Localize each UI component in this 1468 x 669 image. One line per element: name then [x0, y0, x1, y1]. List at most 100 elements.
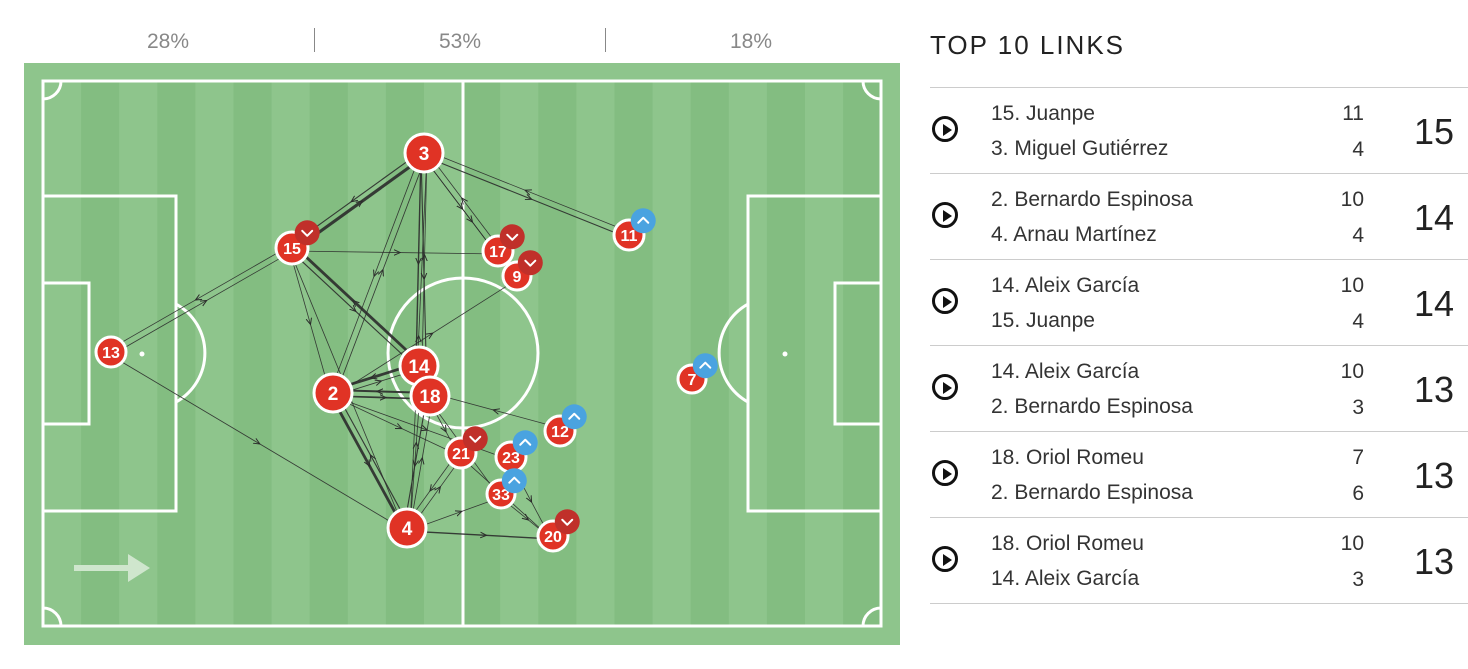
- link-count-from: 10: [1340, 274, 1364, 297]
- link-row[interactable]: 18. Oriol Romeu 7 2. Bernardo Espinosa 6 13: [930, 432, 1468, 518]
- link-count-to: 3: [1352, 396, 1364, 419]
- player-node-13[interactable]: 13: [94, 335, 128, 369]
- zone-divider: [314, 28, 315, 52]
- link-total: 13: [1413, 369, 1454, 410]
- link-total: 14: [1413, 283, 1454, 324]
- zone-label-middle: 53%: [438, 30, 482, 53]
- top-links-list: 15. Juanpe 11 3. Miguel Gutiérrez 4 15 2. Ber…: [930, 87, 1468, 604]
- play-circle-icon[interactable]: [932, 202, 958, 228]
- player-number: 13: [102, 345, 120, 362]
- player-number: 11: [621, 228, 638, 245]
- chevron-up-icon: [630, 208, 656, 234]
- chevron-down-icon: [462, 426, 488, 452]
- chevron-up-icon: [512, 430, 538, 456]
- pass-network-pitch: 3 15 17 9 11 13 14 2 18 7 12 21 23 33 4 20: [24, 63, 900, 645]
- chevron-down-icon: [499, 224, 525, 250]
- zone-label-defensive: 28%: [146, 30, 190, 53]
- link-count-to: 3: [1352, 568, 1364, 591]
- player-number: 15: [283, 241, 301, 258]
- link-count-to: 4: [1352, 138, 1364, 161]
- player-number: 2: [328, 384, 339, 405]
- link-player-from: 14. Aleix García: [991, 360, 1140, 383]
- link-row[interactable]: 14. Aleix García 10 2. Bernardo Espinosa 3 1…: [930, 346, 1468, 432]
- center-circle: [386, 276, 540, 430]
- corner-arc: [861, 606, 882, 627]
- player-node-3[interactable]: 3: [403, 132, 445, 174]
- player-circle: [312, 372, 354, 414]
- right-goal-area: [833, 281, 883, 426]
- link-player-from: 2. Bernardo Espinosa: [991, 188, 1193, 211]
- chevron-down-icon: [517, 250, 543, 276]
- right-penalty-arc: [717, 302, 749, 404]
- link-count-from: 10: [1340, 360, 1364, 383]
- link-player-to: 15. Juanpe: [991, 309, 1095, 332]
- pitch-spots: [139, 351, 788, 357]
- link-player-to: 4. Arnau Martínez: [991, 223, 1157, 246]
- player-number: 14: [408, 357, 430, 378]
- link-total: 14: [1413, 197, 1454, 238]
- zone-label-attacking: 18%: [729, 30, 773, 53]
- link-count-to: 4: [1352, 310, 1364, 333]
- player-node-2[interactable]: 2: [312, 372, 354, 414]
- play-circle-icon[interactable]: [932, 288, 958, 314]
- corner-arc: [42, 80, 63, 101]
- player-node-7[interactable]: 7: [676, 353, 718, 395]
- chevron-up-icon: [692, 353, 718, 379]
- link-player-from: 18. Oriol Romeu: [991, 532, 1144, 555]
- player-node-14[interactable]: 14: [398, 345, 440, 387]
- direction-arrow-icon: [74, 554, 150, 582]
- player-number: 7: [688, 372, 697, 389]
- left-goal-area: [41, 281, 91, 426]
- link-total: 15: [1413, 111, 1454, 152]
- corner-arc: [42, 606, 63, 627]
- chevron-up-icon: [501, 468, 527, 494]
- player-number: 3: [419, 144, 430, 165]
- link-player-from: 15. Juanpe: [991, 102, 1095, 125]
- link-row[interactable]: 14. Aleix García 10 15. Juanpe 4 14: [930, 260, 1468, 346]
- player-number: 33: [492, 487, 510, 504]
- player-node-18[interactable]: 18: [409, 375, 451, 417]
- player-number: 9: [513, 269, 522, 286]
- play-circle-icon[interactable]: [932, 546, 958, 572]
- link-row[interactable]: 18. Oriol Romeu 10 14. Aleix García 3 13: [930, 518, 1468, 604]
- link-player-to: 2. Bernardo Espinosa: [991, 395, 1193, 418]
- panel-title: TOP 10 LINKS: [930, 30, 1126, 60]
- player-number: 17: [489, 244, 507, 261]
- corner-arc: [861, 80, 882, 101]
- link-row[interactable]: 15. Juanpe 11 3. Miguel Gutiérrez 4 15: [930, 88, 1468, 174]
- player-node-9[interactable]: 9: [501, 250, 543, 292]
- player-circle: [403, 132, 445, 174]
- play-circle-icon[interactable]: [932, 116, 958, 142]
- chevron-down-icon: [294, 220, 320, 246]
- link-total: 13: [1413, 541, 1454, 582]
- player-circle: [94, 335, 128, 369]
- chevron-up-icon: [561, 404, 587, 430]
- zone-divider: [605, 28, 606, 52]
- link-player-to: 14. Aleix García: [991, 567, 1140, 590]
- player-number: 23: [502, 450, 520, 467]
- player-node-11[interactable]: 11: [612, 208, 656, 252]
- player-number: 4: [402, 519, 413, 540]
- player-node-23[interactable]: 23: [494, 430, 538, 474]
- link-player-to: 2. Bernardo Espinosa: [991, 481, 1193, 504]
- player-nodes: 3 15 17 9 11 13 14 2 18 7 12 21 23 33 4 20: [94, 132, 718, 553]
- player-node-4[interactable]: 4: [386, 507, 428, 549]
- link-row[interactable]: 2. Bernardo Espinosa 10 4. Arnau Martínez 4…: [930, 174, 1468, 260]
- player-node-21[interactable]: 21: [444, 426, 488, 470]
- player-node-12[interactable]: 12: [543, 404, 587, 448]
- zone-share-bar: 28% 53% 18%: [24, 28, 900, 56]
- link-player-to: 3. Miguel Gutiérrez: [991, 137, 1169, 160]
- player-node-20[interactable]: 20: [536, 509, 580, 553]
- link-player-from: 14. Aleix García: [991, 274, 1140, 297]
- player-node-15[interactable]: 15: [274, 220, 320, 266]
- player-number: 21: [452, 446, 470, 463]
- link-count-from: 11: [1342, 102, 1364, 125]
- pitch-svg: 3 15 17 9 11 13 14 2 18 7 12 21 23 33 4 20: [24, 63, 900, 645]
- player-number: 12: [551, 424, 569, 441]
- player-node-17[interactable]: 17: [481, 224, 525, 268]
- player-node-33[interactable]: 33: [485, 468, 527, 510]
- player-number: 20: [544, 529, 562, 546]
- play-circle-icon[interactable]: [932, 374, 958, 400]
- link-count-from: 10: [1340, 532, 1364, 555]
- play-circle-icon[interactable]: [932, 460, 958, 486]
